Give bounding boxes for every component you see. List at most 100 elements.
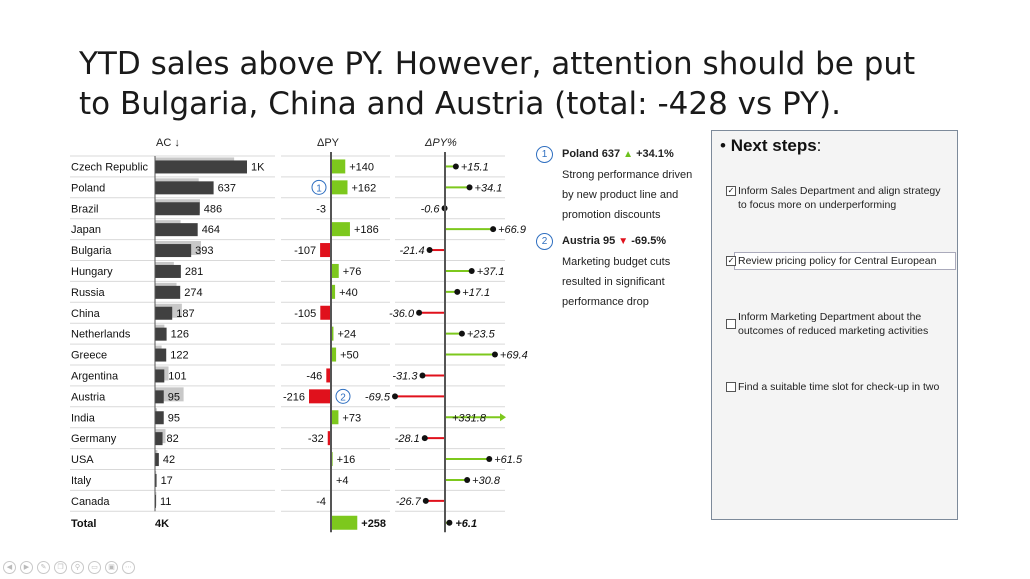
pct-pin-head <box>392 393 398 400</box>
task-text: Inform Sales Department and align strate… <box>738 185 941 211</box>
pct-label: -36.0 <box>389 308 415 320</box>
total-delta-py-label: +258 <box>361 518 386 530</box>
delta-py-label: -3 <box>316 203 326 215</box>
ac-bar <box>155 494 157 508</box>
task-item[interactable]: Find a suitable time slot for check-up i… <box>726 380 956 394</box>
total-delta-py-bar <box>331 515 358 530</box>
delta-py-label: -216 <box>283 391 305 403</box>
pct-label: -28.1 <box>395 433 420 445</box>
ac-value-label: 95 <box>168 391 180 403</box>
zoom-icon[interactable]: ⚲ <box>71 561 84 574</box>
delta-py-label: -107 <box>294 245 316 257</box>
country-label: Bulgaria <box>71 245 112 257</box>
pct-label: -0.6 <box>421 203 441 215</box>
country-label: Netherlands <box>71 329 131 341</box>
copy-icon[interactable]: ❐ <box>54 561 67 574</box>
total-pct-label: +6.1 <box>455 518 477 530</box>
checkbox-icon[interactable] <box>726 319 736 329</box>
country-label: Japan <box>71 224 101 236</box>
pct-pin-arrow <box>500 413 506 422</box>
pct-pin-head <box>486 456 493 463</box>
delta-py-bar <box>331 410 339 425</box>
delta-py-label: +16 <box>337 454 356 466</box>
ac-bar <box>155 453 159 467</box>
pct-label: -31.3 <box>392 370 418 382</box>
pct-label: +66.9 <box>498 224 526 236</box>
delta-py-label: +40 <box>339 287 358 299</box>
ac-value-label: 393 <box>195 245 213 257</box>
triangle-up-icon: ▲ <box>623 149 634 160</box>
delta-py-label: -32 <box>308 433 324 445</box>
next-icon[interactable]: ▶ <box>20 561 33 574</box>
prev-icon[interactable]: ◀ <box>3 561 16 574</box>
pct-label: +17.1 <box>462 287 490 299</box>
slide-title-line-2: to Bulgaria, China and Austria (total: -… <box>79 86 841 122</box>
task-text: Find a suitable time slot for check-up i… <box>738 381 940 393</box>
country-label: Germany <box>71 433 117 445</box>
ac-bar <box>155 411 164 425</box>
delta-py-bar <box>331 284 336 299</box>
country-label: Hungary <box>71 266 113 278</box>
next-steps-panel: • Next steps: ✓ Inform Sales Department … <box>711 130 958 520</box>
pen-icon[interactable]: ✎ <box>37 561 50 574</box>
ac-bar <box>155 348 167 362</box>
delta-py-label: +50 <box>340 350 359 362</box>
pct-pin-head <box>464 476 471 483</box>
country-label: Argentina <box>71 370 119 382</box>
subtitles-icon[interactable]: ▭ <box>88 561 101 574</box>
checkbox-checked-icon[interactable]: ✓ <box>726 186 736 196</box>
ac-value-label: 126 <box>171 329 189 341</box>
ac-value-label: 637 <box>218 182 236 194</box>
task-item[interactable]: Inform Marketing Department about the ou… <box>726 310 946 338</box>
note-heading: Poland 637 <box>562 148 621 160</box>
slideshow-controls: ◀ ▶ ✎ ❐ ⚲ ▭ ▣ ⋯ <box>3 561 139 575</box>
delta-py-label: -105 <box>294 308 316 320</box>
delta-py-bar <box>331 222 350 237</box>
ac-value-label: 122 <box>170 350 188 362</box>
ac-bar <box>155 306 173 320</box>
ac-bar <box>155 264 181 278</box>
ac-value-label: 1K <box>251 161 265 173</box>
ac-bar <box>155 390 164 404</box>
ac-bar <box>155 432 163 446</box>
checkbox-checked-icon[interactable]: ✓ <box>726 256 736 266</box>
pct-label: -69.5 <box>365 391 391 403</box>
ac-bar <box>155 223 198 237</box>
total-label: Total <box>71 518 96 530</box>
country-label: India <box>71 412 96 424</box>
more-icon[interactable]: ⋯ <box>122 561 135 574</box>
task-text: Inform Marketing Department about the ou… <box>738 311 929 337</box>
delta-py-bar <box>309 389 331 404</box>
delta-py-bar <box>320 305 331 320</box>
task-text: Review pricing policy for Central Europe… <box>734 252 956 270</box>
note-text: Strong performance driven by new product… <box>562 169 693 221</box>
checkbox-icon[interactable] <box>726 382 736 392</box>
note-delta: +34.1% <box>636 148 674 160</box>
pct-pin-head <box>491 351 498 358</box>
delta-py-bar <box>331 263 339 278</box>
task-item[interactable]: ✓ Review pricing policy for Central Euro… <box>724 252 956 270</box>
ac-value-label: 101 <box>168 370 186 382</box>
pct-label: +23.5 <box>467 329 496 341</box>
country-label: Italy <box>71 475 92 487</box>
ac-value-label: 11 <box>160 496 171 508</box>
country-label: Canada <box>71 496 110 508</box>
delta-py-label: -4 <box>316 496 326 508</box>
note-marker: 2 <box>536 233 553 250</box>
country-label: China <box>71 308 101 320</box>
ac-bar <box>155 244 192 258</box>
ac-value-label: 486 <box>204 203 222 215</box>
header-ac: AC ↓ <box>156 137 180 149</box>
delta-py-label: +24 <box>337 329 356 341</box>
total-ac-label: 4K <box>155 518 169 530</box>
monitor-icon[interactable]: ▣ <box>105 561 118 574</box>
delta-py-label: +186 <box>354 224 379 236</box>
delta-py-bar <box>331 159 346 174</box>
note-delta: -69.5% <box>631 235 667 247</box>
country-label: Austria <box>71 391 106 403</box>
pct-label: +34.1 <box>475 182 503 194</box>
task-item[interactable]: ✓ Inform Sales Department and align stra… <box>726 184 946 212</box>
slide-title: YTD sales above PY. However, attention s… <box>79 44 979 124</box>
pct-pin-head <box>458 330 465 337</box>
delta-py-label: +140 <box>349 161 374 173</box>
